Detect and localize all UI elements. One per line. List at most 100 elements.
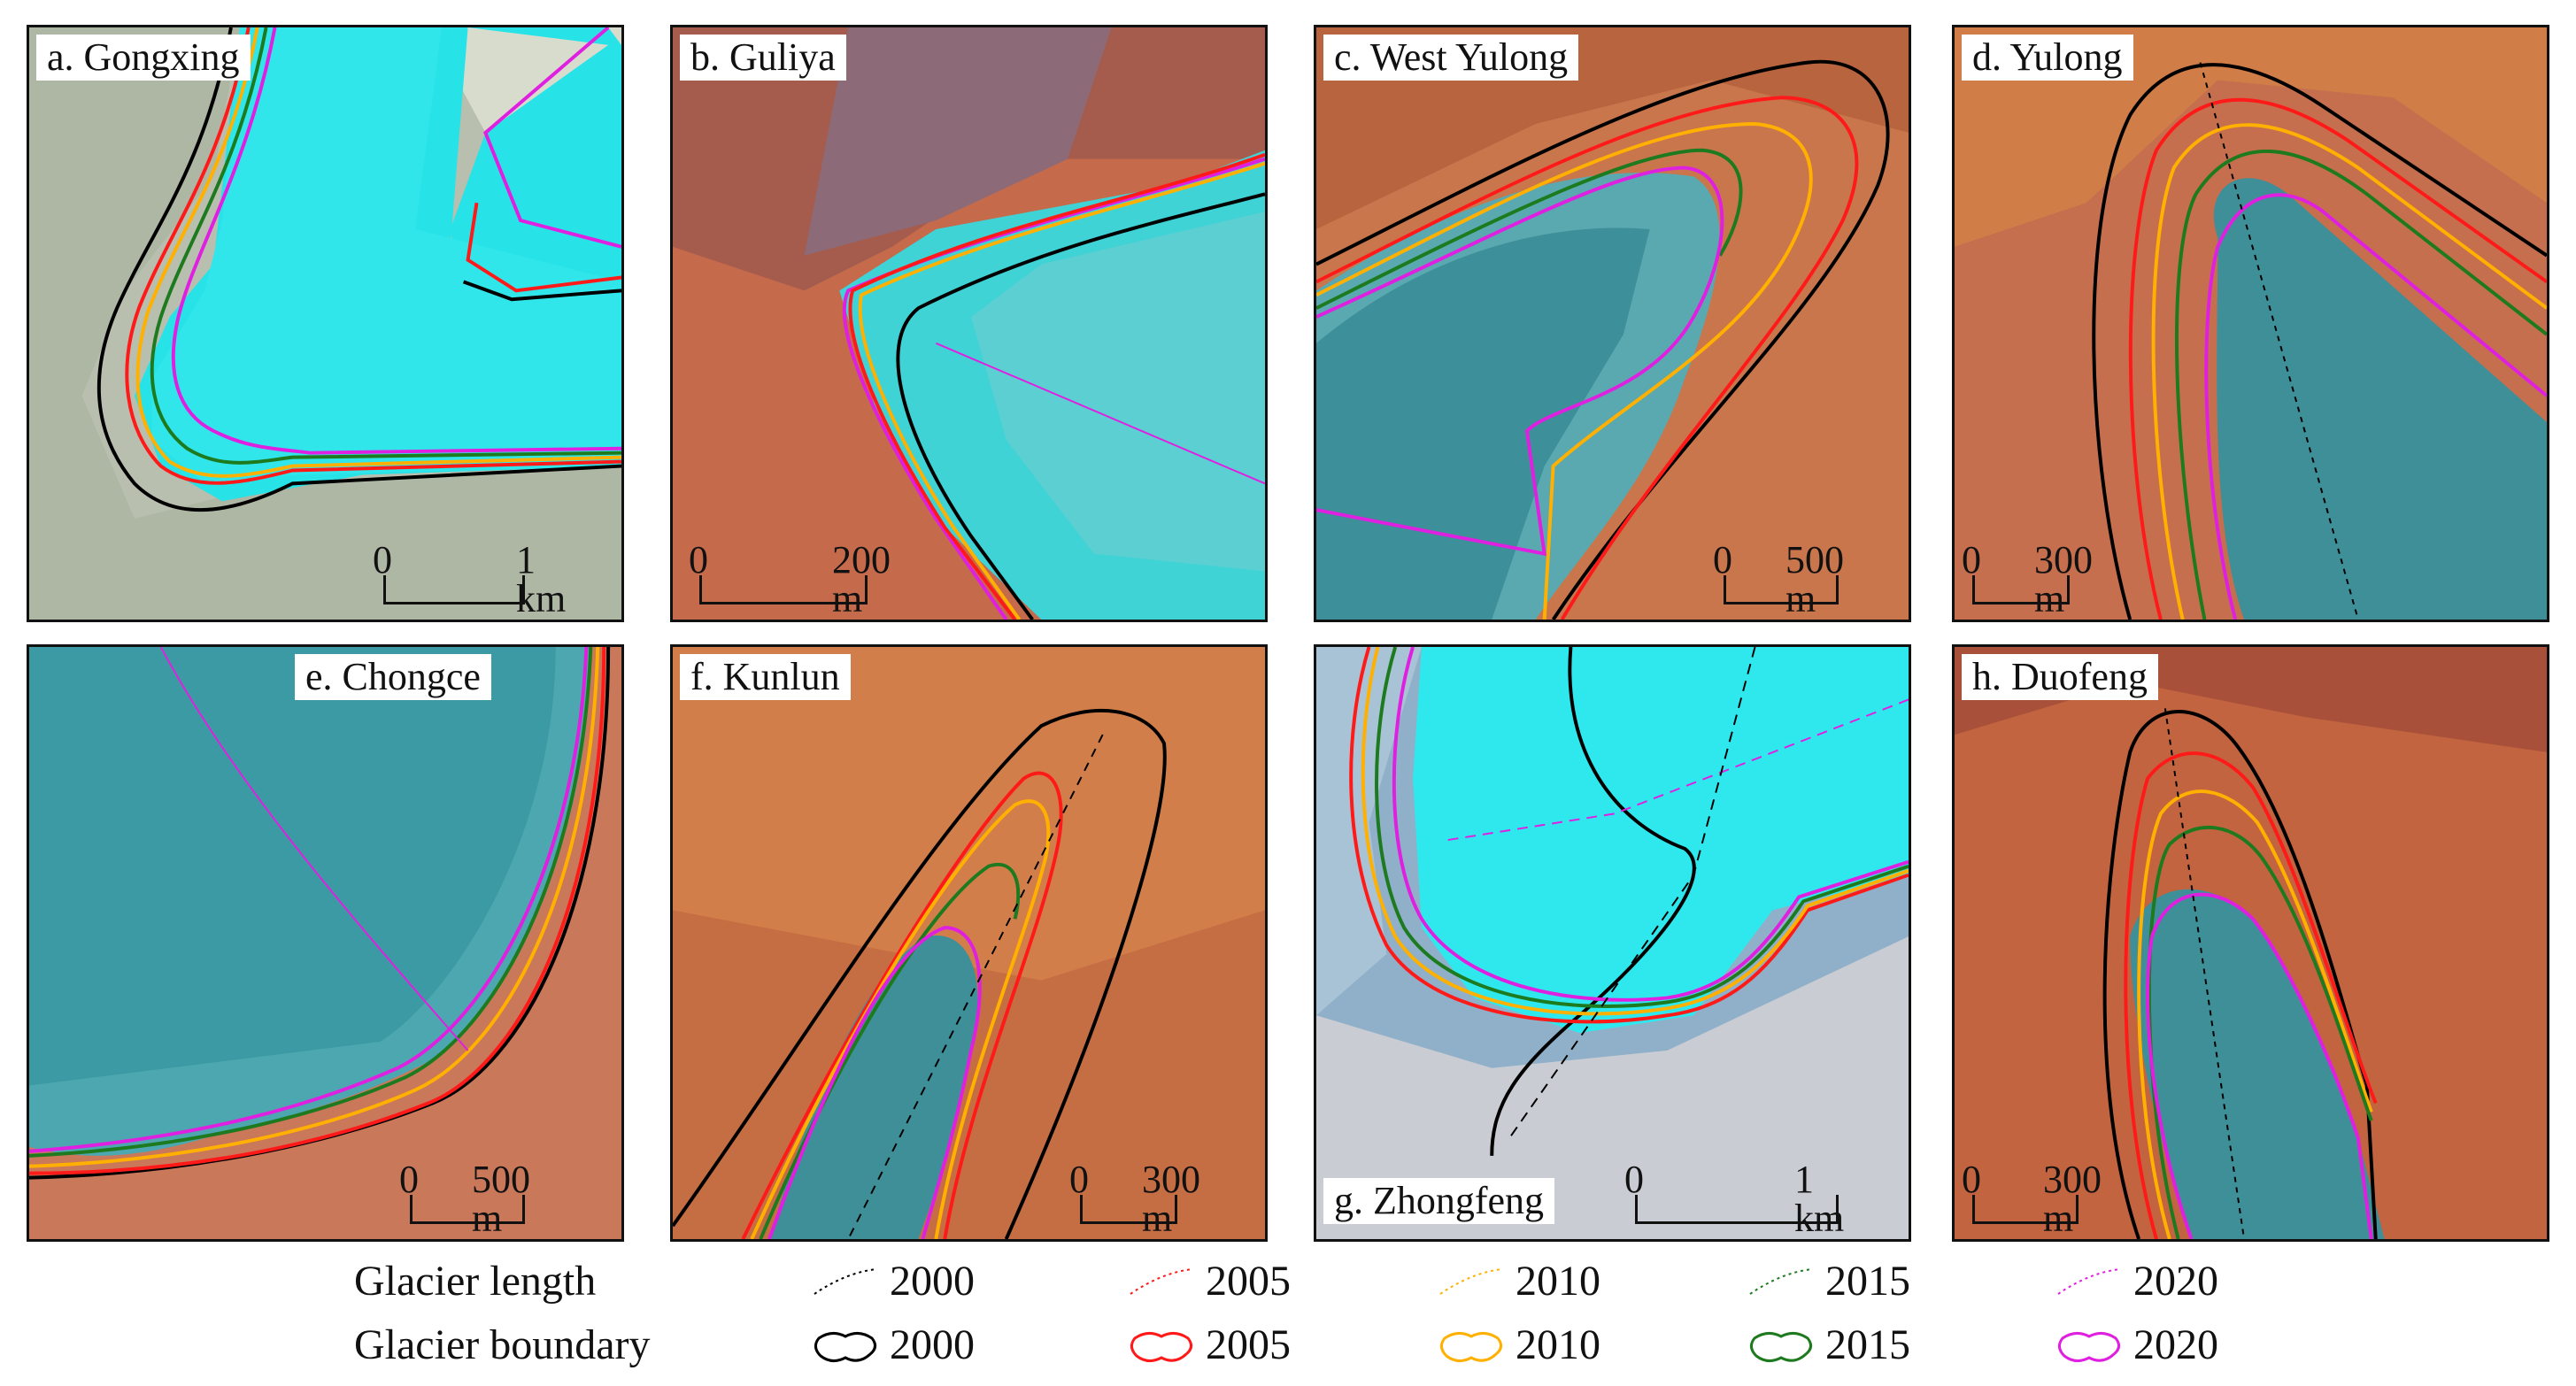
- legend-boundary-title: Glacier boundary: [354, 1321, 651, 1368]
- scale-end: 300 m: [2043, 1158, 2102, 1240]
- panel-west-yulong: c. West Yulong 0 500 m: [1314, 25, 1911, 622]
- legend-year: 2015: [1825, 1258, 1910, 1305]
- scale-end: 300 m: [1142, 1158, 1200, 1240]
- scale-bar: 0 300 m: [1962, 1160, 2102, 1239]
- panel-label: h. Duofeng: [1962, 654, 2158, 700]
- boundary-2020: [1392, 647, 1909, 1002]
- boundary-2010: [2137, 789, 2373, 1239]
- scale-zero: 0: [1962, 1158, 1981, 1201]
- boundary-2020: [767, 926, 982, 1239]
- scale-bar: 0 1 km: [373, 541, 566, 620]
- boundary-2015: [150, 27, 621, 465]
- scale-end: 200 m: [832, 538, 891, 620]
- scale-end: 1 km: [516, 538, 567, 620]
- legend-boundary-2010: 2010: [1436, 1321, 1613, 1370]
- scale-bar: 0 300 m: [1069, 1160, 1200, 1239]
- panel-guliya: b. Guliya 0 200 m: [670, 25, 1268, 622]
- polygon-outline-icon: [1130, 1332, 1192, 1362]
- panel-label: c. West Yulong: [1323, 35, 1579, 81]
- satellite-image-gongxing: [29, 27, 621, 620]
- boundary-2000: [2102, 710, 2378, 1239]
- scale-bar: 0 300 m: [1962, 541, 2093, 620]
- boundary-2000: [2092, 63, 2547, 620]
- boundary-2015: [1316, 148, 1743, 310]
- scale-zero: 0: [1624, 1158, 1644, 1201]
- panel-label: d. Yulong: [1962, 35, 2133, 81]
- boundary-2010: [29, 647, 600, 1168]
- scale-end: 1 km: [1794, 1158, 1845, 1240]
- polygon-outline-icon: [1750, 1332, 1812, 1362]
- boundary-2005: [2128, 97, 2547, 620]
- scale-end: 300 m: [2034, 538, 2093, 620]
- satellite-image-duofeng: [1955, 647, 2547, 1239]
- legend-boundary-2020: 2020: [2054, 1321, 2231, 1370]
- scale-bar: 0 1 km: [1624, 1160, 1844, 1239]
- satellite-image-chongce: [29, 647, 621, 1239]
- panel-label: e. Chongce: [295, 654, 491, 700]
- scale-bar-line: [383, 575, 525, 604]
- scale-zero: 0: [1069, 1158, 1089, 1201]
- boundary-2020: [1316, 166, 1724, 557]
- panel-duofeng: h. Duofeng 0 300 m: [1952, 644, 2549, 1242]
- dashed-line-icon: [1130, 1268, 1193, 1295]
- legend-year: 2020: [2133, 1258, 2218, 1305]
- scale-bar-line: [1724, 575, 1839, 604]
- scale-bar-line: [1635, 1195, 1839, 1224]
- boundary-2005: [741, 771, 1063, 1239]
- satellite-image-yulong: [1955, 27, 2547, 620]
- polygon-outline-icon: [814, 1332, 876, 1362]
- satellite-image-west-yulong: [1316, 27, 1909, 620]
- scale-bar-line: [410, 1195, 525, 1224]
- boundary-2020: [2204, 193, 2547, 620]
- legend-boundary-2000: 2000: [810, 1321, 987, 1370]
- legend-year: 2000: [890, 1258, 975, 1305]
- scale-bar: 0 500 m: [399, 1160, 530, 1239]
- boundary-2000: [896, 192, 1265, 620]
- legend-length-2015: 2015: [1746, 1257, 1923, 1306]
- scale-bar: 0 200 m: [689, 541, 891, 620]
- legend-length-title: Glacier length: [354, 1258, 597, 1305]
- legend-year: 2000: [890, 1321, 975, 1368]
- scale-end: 500 m: [472, 1158, 530, 1240]
- boundary-2005: [29, 647, 606, 1175]
- boundary-2010: [858, 161, 1265, 620]
- legend-year: 2020: [2133, 1321, 2218, 1368]
- dashed-line-icon: [1439, 1268, 1503, 1295]
- scale-zero: 0: [1713, 538, 1732, 581]
- dashed-line-icon: [1749, 1268, 1813, 1295]
- boundary-2010: [1361, 647, 1909, 1016]
- legend-length-2020: 2020: [2054, 1257, 2231, 1306]
- panel-kunlun: f. Kunlun 0 300 m: [670, 644, 1268, 1242]
- scale-zero: 0: [1962, 538, 1981, 581]
- scale-bar: 0 500 m: [1713, 541, 1844, 620]
- panel-label: a. Gongxing: [36, 35, 251, 81]
- panel-label: g. Zhongfeng: [1323, 1178, 1555, 1224]
- boundary-2005: [848, 152, 1265, 620]
- scale-bar-line: [1080, 1195, 1177, 1224]
- boundary-2005: [1349, 647, 1909, 1024]
- boundary-2010: [1316, 122, 1813, 620]
- satellite-image-zhongfeng: [1316, 647, 1909, 1239]
- panel-label: b. Guliya: [680, 35, 846, 81]
- boundary-2020: [29, 647, 589, 1153]
- dashed-line-icon: [2057, 1268, 2121, 1295]
- scale-zero: 0: [689, 538, 708, 581]
- satellite-image-guliya: [673, 27, 1265, 620]
- legend-year: 2010: [1516, 1321, 1600, 1368]
- boundary-2020: [171, 27, 621, 455]
- legend-boundary-2015: 2015: [1746, 1321, 1923, 1370]
- scale-bar-line: [1972, 1195, 2079, 1224]
- legend-year: 2005: [1206, 1258, 1291, 1305]
- boundary-2000: [673, 709, 1167, 1239]
- legend-length-2000: 2000: [810, 1257, 987, 1306]
- boundary-2000: [1316, 59, 1890, 620]
- panel-yulong: d. Yulong 0 300 m: [1952, 25, 2549, 622]
- boundary-2010: [2151, 123, 2547, 620]
- polygon-outline-icon: [2058, 1332, 2120, 1362]
- legend-length-2010: 2010: [1436, 1257, 1613, 1306]
- legend-length-2005: 2005: [1126, 1257, 1303, 1306]
- boundary-2000: [96, 27, 621, 512]
- boundary-2005: [2124, 751, 2378, 1239]
- boundary-2015: [1375, 647, 1909, 1008]
- boundary-2005: [1316, 96, 1859, 620]
